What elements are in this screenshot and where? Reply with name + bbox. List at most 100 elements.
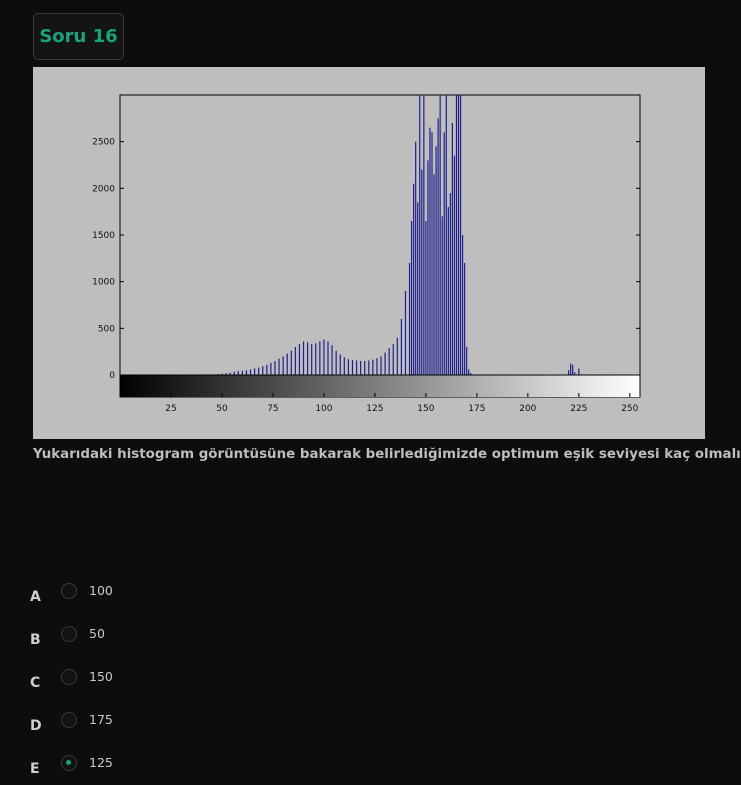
histogram-figure: 0 500 1000 1500 2000 2500 25 50 75 100 125 150 175 20… <box>33 67 705 439</box>
option-value: 50 <box>89 626 105 641</box>
histogram-chart: 0 500 1000 1500 2000 2500 25 50 75 100 125 150 175 20… <box>92 94 641 414</box>
histogram-bar <box>441 216 443 375</box>
histogram-bar <box>570 363 572 375</box>
histogram-bar <box>262 366 264 375</box>
histogram-bar <box>270 362 272 375</box>
histogram-bar <box>233 371 235 375</box>
radio-button[interactable] <box>61 712 77 728</box>
x-tick-label: 175 <box>468 404 485 414</box>
x-tick-label: 125 <box>366 404 383 414</box>
x-tick-label: 200 <box>519 404 536 414</box>
option-letter: A <box>30 589 41 605</box>
histogram-bar <box>437 118 439 376</box>
x-tick-label: 50 <box>216 404 228 414</box>
x-tick-label: 100 <box>315 404 332 414</box>
histogram-bar <box>372 359 374 375</box>
radio-button[interactable] <box>61 583 77 599</box>
option-letter: E <box>30 761 40 777</box>
y-tick-label: 1000 <box>92 278 115 288</box>
histogram-bar <box>323 339 325 375</box>
radio-button[interactable] <box>61 669 77 685</box>
x-tick-label: 75 <box>267 404 278 414</box>
histogram-bar <box>459 95 462 375</box>
histogram-bar <box>319 341 321 375</box>
histogram-bar <box>400 319 403 375</box>
histogram-bar <box>237 371 239 375</box>
histogram-bar <box>241 370 243 375</box>
histogram-bar <box>468 369 470 375</box>
histogram-bar <box>302 341 305 375</box>
plot-area <box>119 94 641 398</box>
option-value: 150 <box>89 669 113 684</box>
histogram-bar <box>347 359 349 375</box>
histogram-bar <box>443 132 445 375</box>
option-c[interactable]: C 150 <box>0 669 220 699</box>
question-text: Yukarıdaki histogram görüntüsüne bakarak… <box>33 447 741 462</box>
histogram-bar <box>343 357 345 375</box>
histogram-bar <box>419 95 421 375</box>
histogram-bar <box>435 146 437 375</box>
histogram-bar <box>404 291 407 375</box>
option-letter: B <box>30 632 41 648</box>
y-tick-label: 2500 <box>92 138 115 148</box>
y-tick-label: 500 <box>98 324 115 334</box>
histogram-bar <box>294 347 296 375</box>
histogram-bar <box>364 361 366 375</box>
histogram-bar <box>578 368 580 375</box>
histogram-bar <box>331 345 333 375</box>
histogram-bar <box>388 347 390 375</box>
histogram-bar <box>290 350 292 375</box>
x-tick-label: 150 <box>417 404 434 414</box>
option-d[interactable]: D 175 <box>0 712 220 742</box>
histogram-bar <box>423 95 425 375</box>
histogram-bar <box>278 358 280 375</box>
histogram-bar <box>429 127 431 375</box>
histogram-bar <box>431 132 433 375</box>
histogram-bar <box>274 361 276 375</box>
radio-button-selected[interactable] <box>61 755 77 771</box>
histogram-bar <box>335 350 337 375</box>
option-value: 125 <box>89 755 113 770</box>
histogram-bar <box>466 347 468 375</box>
histogram-bar <box>415 141 417 375</box>
option-e[interactable]: E 125 <box>0 755 220 785</box>
histogram-bar <box>574 372 576 375</box>
option-a[interactable]: A 100 <box>0 583 220 613</box>
histogram-bar <box>311 344 313 375</box>
histogram-bar <box>360 361 362 375</box>
histogram-bar <box>455 95 458 375</box>
histogram-bar <box>315 343 317 375</box>
histogram-bar <box>572 364 574 375</box>
radio-selected-dot <box>66 760 71 765</box>
histogram-bar <box>447 207 449 375</box>
histogram-bar <box>307 342 309 375</box>
histogram-bar <box>339 354 341 375</box>
histogram-bar <box>568 370 570 375</box>
histogram-bar <box>253 368 256 375</box>
histogram-bar <box>351 360 354 375</box>
histogram-bar <box>380 356 382 375</box>
histogram-bar <box>449 193 451 375</box>
histogram-bar <box>249 369 252 375</box>
histogram-bar <box>425 221 427 375</box>
histogram-bar <box>451 123 453 375</box>
option-b[interactable]: B 50 <box>0 626 220 656</box>
histogram-bar <box>461 235 464 375</box>
histogram-bar <box>355 360 358 375</box>
histogram-bar <box>245 370 248 375</box>
option-letter: D <box>30 718 42 734</box>
histogram-bar <box>376 358 378 375</box>
histogram-bar <box>445 95 447 375</box>
histogram-bar <box>258 367 260 375</box>
histogram-bar <box>225 373 227 375</box>
histogram-bar <box>327 341 329 375</box>
histogram-bar <box>408 263 411 375</box>
radio-button[interactable] <box>61 626 77 642</box>
histogram-bar <box>457 95 460 375</box>
x-tick-label: 250 <box>621 404 638 414</box>
x-tick-label: 25 <box>165 404 176 414</box>
option-letter: C <box>30 675 41 691</box>
grayscale-colorbar <box>120 375 640 397</box>
histogram-bar <box>368 360 370 375</box>
histogram-bar <box>470 373 472 375</box>
